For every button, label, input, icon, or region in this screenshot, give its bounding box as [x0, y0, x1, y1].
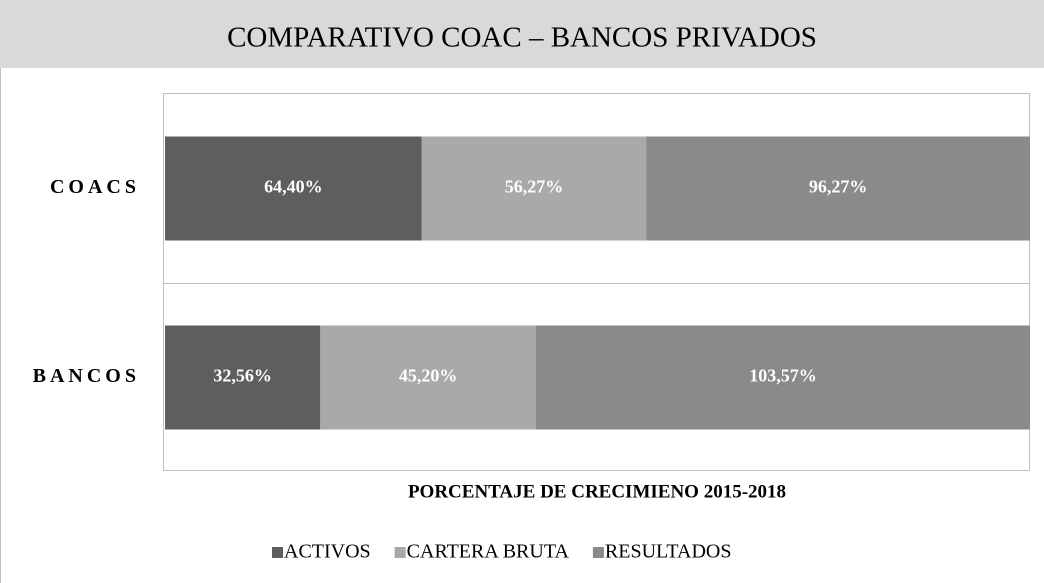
bar-segment: [646, 136, 1030, 241]
legend-label: RESULTADOS: [605, 541, 732, 563]
data-label: 103,57%: [749, 366, 817, 386]
bar-segment: [320, 325, 536, 430]
legend-swatch: [272, 547, 283, 558]
data-label: 32,56%: [213, 366, 272, 386]
bar-segment: [535, 325, 1030, 430]
x-axis-label: PORCENTAJE DE CRECIMIENO 2015-2018: [408, 481, 786, 502]
legend-swatch: [394, 547, 406, 558]
y-tick-label: BANCOS: [33, 365, 140, 387]
bar-segment: [165, 325, 321, 430]
data-label: 64,40%: [264, 177, 323, 197]
bar-segment: [165, 136, 422, 241]
legend-swatch: [592, 547, 604, 558]
y-tick-label: COACS: [50, 176, 140, 198]
data-label: 96,27%: [809, 177, 868, 197]
data-label: 45,20%: [399, 366, 458, 386]
bar-segment: [421, 136, 647, 241]
data-label: 56,27%: [505, 177, 564, 197]
chart-title: COMPARATIVO COAC – BANCOS PRIVADOS: [227, 22, 817, 54]
legend-label: CARTERA BRUTA: [407, 541, 570, 563]
plot-frame: [163, 93, 1030, 471]
legend-label: ACTIVOS: [284, 541, 371, 563]
header-band: [0, 0, 1044, 68]
